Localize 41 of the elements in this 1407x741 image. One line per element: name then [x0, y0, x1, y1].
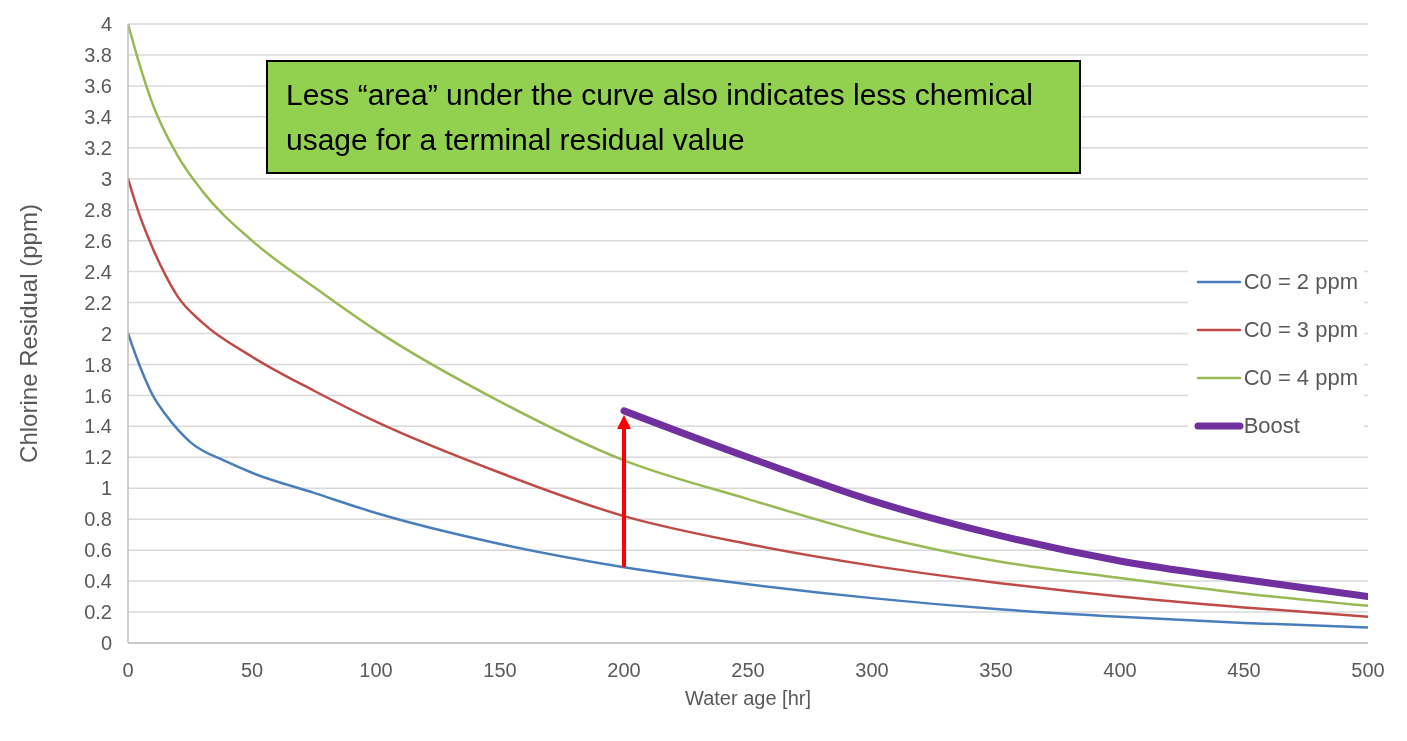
x-tick-label: 100 [359, 659, 393, 682]
y-tick-label: 0.8 [84, 508, 112, 531]
y-tick-label: 0 [100, 632, 112, 655]
y-tick-label: 4 [100, 13, 112, 36]
y-tick-label: 3.6 [84, 75, 112, 97]
y-tick-label: 1 [100, 477, 112, 500]
legend-label: C0 = 3 ppm [1243, 317, 1358, 343]
x-tick-label: 200 [607, 659, 641, 682]
y-tick-label: 3.4 [84, 105, 112, 128]
x-tick-label: 250 [731, 659, 765, 682]
y-tick-label: 3 [100, 167, 112, 190]
x-axis-title: Water age [hr] [685, 687, 811, 709]
line-series [128, 24, 1368, 608]
x-tick-label: 450 [1227, 659, 1261, 682]
y-tick-label: 1.2 [84, 446, 112, 469]
y-tick-label: 2.8 [84, 198, 112, 221]
x-tick-label: 500 [1351, 659, 1385, 682]
legend-label: Boost [1243, 413, 1300, 439]
y-tick-label: 3.8 [84, 44, 112, 67]
x-tick-label: 350 [979, 659, 1013, 682]
y-tick-label: 2.6 [84, 229, 112, 252]
y-tick-label: 0.6 [84, 539, 112, 562]
y-tick-label: 2.4 [84, 260, 112, 283]
x-tick-label: 0 [122, 659, 134, 682]
y-tick-label: 1.6 [84, 384, 112, 407]
line-series [128, 177, 1368, 618]
x-tick-label: 50 [240, 659, 264, 682]
y-tick-label: 2 [100, 322, 112, 345]
legend-label: C0 = 2 ppm [1243, 269, 1358, 295]
y-tick-label: 3.2 [84, 136, 112, 159]
y-tick-label: 0.4 [84, 570, 112, 593]
x-tick-label: 400 [1103, 659, 1137, 682]
x-tick-label: 300 [855, 659, 889, 682]
legend-label: C0 = 4 ppm [1243, 365, 1358, 391]
y-tick-label: 1.4 [84, 415, 112, 438]
y-tick-label: 1.8 [84, 353, 112, 376]
y-tick-label: 0.2 [84, 601, 112, 624]
y-tick-label: 2.2 [84, 291, 112, 314]
annotation: Less “area” under the curve also indicates less chemical usage for a terminal residual value [266, 60, 1081, 174]
x-tick-label: 150 [483, 659, 517, 682]
y-axis-title: Chlorine Residual (ppm) [14, 204, 42, 463]
